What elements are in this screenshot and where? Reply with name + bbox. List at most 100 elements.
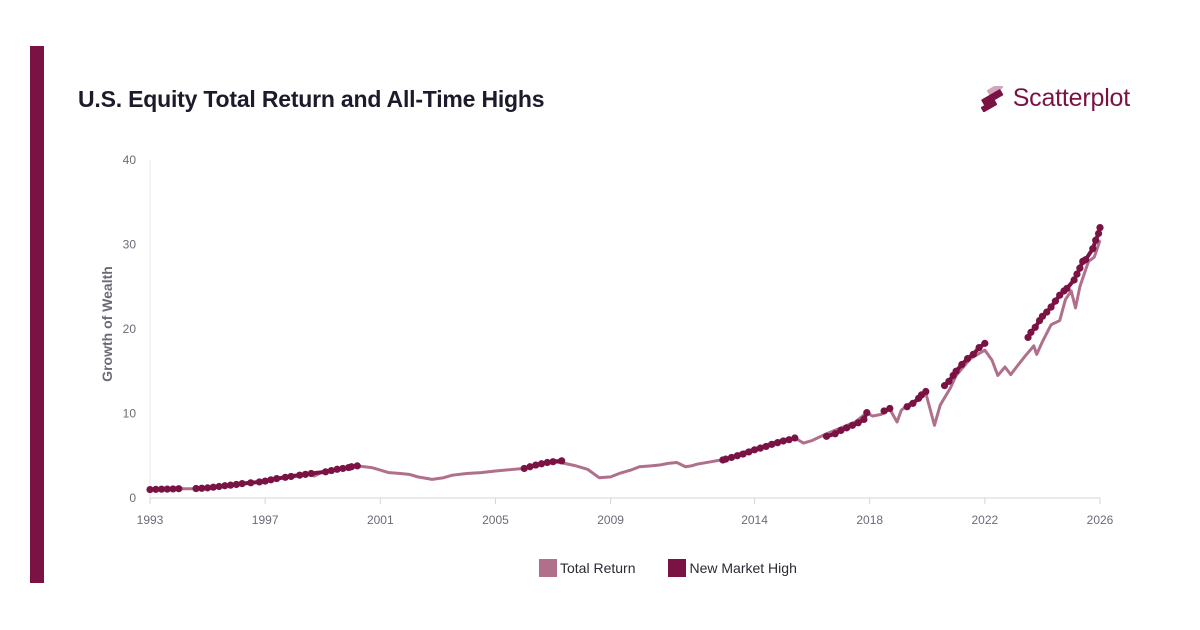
new-high-point <box>722 455 730 463</box>
series-line-total-return <box>149 239 1102 492</box>
new-high-point <box>785 436 793 444</box>
new-high-point <box>203 484 212 492</box>
legend-swatch-total-return <box>539 559 557 577</box>
new-high-point <box>854 419 862 427</box>
new-high-point <box>327 466 335 475</box>
new-high-point <box>745 448 753 456</box>
y-tick-label: 10 <box>123 407 137 421</box>
new-high-point <box>903 403 911 411</box>
new-high-point <box>1092 236 1100 244</box>
x-tick-label: 1993 <box>137 513 164 527</box>
new-high-point <box>975 343 983 352</box>
new-high-point <box>215 482 223 491</box>
legend-swatch-new-market-high <box>668 559 687 577</box>
new-high-point <box>209 483 217 491</box>
new-high-point <box>981 339 989 347</box>
new-high-point <box>549 458 557 466</box>
new-high-point <box>762 442 770 451</box>
new-high-point <box>238 480 246 488</box>
new-high-point <box>1031 323 1039 331</box>
new-high-point <box>1089 245 1097 253</box>
new-high-point <box>301 470 310 478</box>
new-high-point <box>273 474 281 483</box>
new-high-point <box>739 450 747 458</box>
new-high-point <box>1070 276 1078 284</box>
accent-bar <box>30 46 44 583</box>
y-tick-label: 20 <box>123 322 137 336</box>
new-high-point <box>152 485 160 493</box>
legend-label-total-return: Total Return <box>560 560 636 576</box>
new-high-point <box>353 462 361 470</box>
new-high-point <box>1051 297 1059 305</box>
new-high-point <box>945 377 953 385</box>
new-high-point <box>727 453 736 462</box>
new-high-point <box>526 463 534 471</box>
legend: Total Return New Market High <box>539 559 830 577</box>
new-high-point <box>1063 284 1071 293</box>
new-high-point <box>880 407 888 415</box>
brand-logo[interactable]: Scatterplot <box>980 84 1131 113</box>
new-high-point <box>1073 270 1081 278</box>
legend-item-total-return[interactable]: Total Return <box>539 559 635 577</box>
new-high-point <box>733 452 741 460</box>
y-tick-label: 40 <box>123 153 137 167</box>
x-tick-label: 2018 <box>856 513 883 527</box>
new-high-point <box>822 432 831 440</box>
new-high-point <box>843 424 851 432</box>
new-high-point <box>909 399 917 407</box>
legend-label-new-market-high: New Market High <box>689 560 797 576</box>
new-high-point <box>963 354 972 363</box>
x-tick-label: 1997 <box>252 513 279 527</box>
new-high-point <box>922 387 930 396</box>
new-high-point <box>969 350 977 358</box>
new-high-point <box>848 421 857 429</box>
new-high-point <box>837 426 845 434</box>
new-high-point <box>520 464 528 473</box>
new-high-point <box>169 485 177 493</box>
new-high-point <box>1043 308 1051 316</box>
y-axis-title: Growth of Wealth <box>99 266 115 382</box>
new-high-point <box>192 484 200 493</box>
new-high-point <box>163 485 171 493</box>
y-axis-ticks: 0 10 20 30 40 <box>123 153 137 505</box>
new-high-point <box>863 409 871 417</box>
new-high-point <box>157 485 166 493</box>
x-tick-label: 2026 <box>1087 513 1114 527</box>
new-high-point <box>773 439 782 447</box>
new-high-point <box>860 415 868 424</box>
new-high-point <box>221 482 229 490</box>
x-tick-label: 2009 <box>597 513 624 527</box>
new-high-point <box>1096 224 1104 232</box>
new-high-point <box>532 461 540 469</box>
new-high-point <box>958 360 966 369</box>
new-high-point <box>347 463 356 471</box>
chart-title: U.S. Equity Total Return and All-Time Hi… <box>78 86 545 112</box>
new-high-point <box>255 478 263 486</box>
legend-item-new-market-high[interactable]: New Market High <box>668 559 797 577</box>
new-high-point <box>1027 328 1035 336</box>
x-tick-label: 2014 <box>741 513 768 527</box>
new-high-point <box>227 481 235 489</box>
x-axis-ticks: 1993 1997 2001 2005 2009 2014 2018 2022 2026 <box>137 498 1114 527</box>
new-high-point <box>543 458 551 467</box>
scatterplot-logo-icon <box>980 85 1003 112</box>
brand-name: Scatterplot <box>1012 84 1131 112</box>
y-tick-label: 0 <box>129 491 136 505</box>
new-high-point <box>756 444 764 452</box>
new-high-point <box>831 430 839 438</box>
new-high-point <box>281 473 289 481</box>
x-tick-label: 2005 <box>482 513 509 527</box>
new-high-point <box>339 464 347 473</box>
new-high-point <box>768 440 776 448</box>
new-high-point <box>287 472 295 481</box>
new-high-point <box>307 469 315 478</box>
new-high-point <box>175 485 183 493</box>
x-tick-label: 2022 <box>971 513 998 527</box>
new-high-point <box>322 468 330 476</box>
new-high-point <box>537 460 546 468</box>
new-high-point <box>1082 256 1090 264</box>
new-high-point <box>296 471 304 479</box>
x-tick-label: 2001 <box>367 513 394 527</box>
series-line-new-market-high <box>148 225 1102 492</box>
